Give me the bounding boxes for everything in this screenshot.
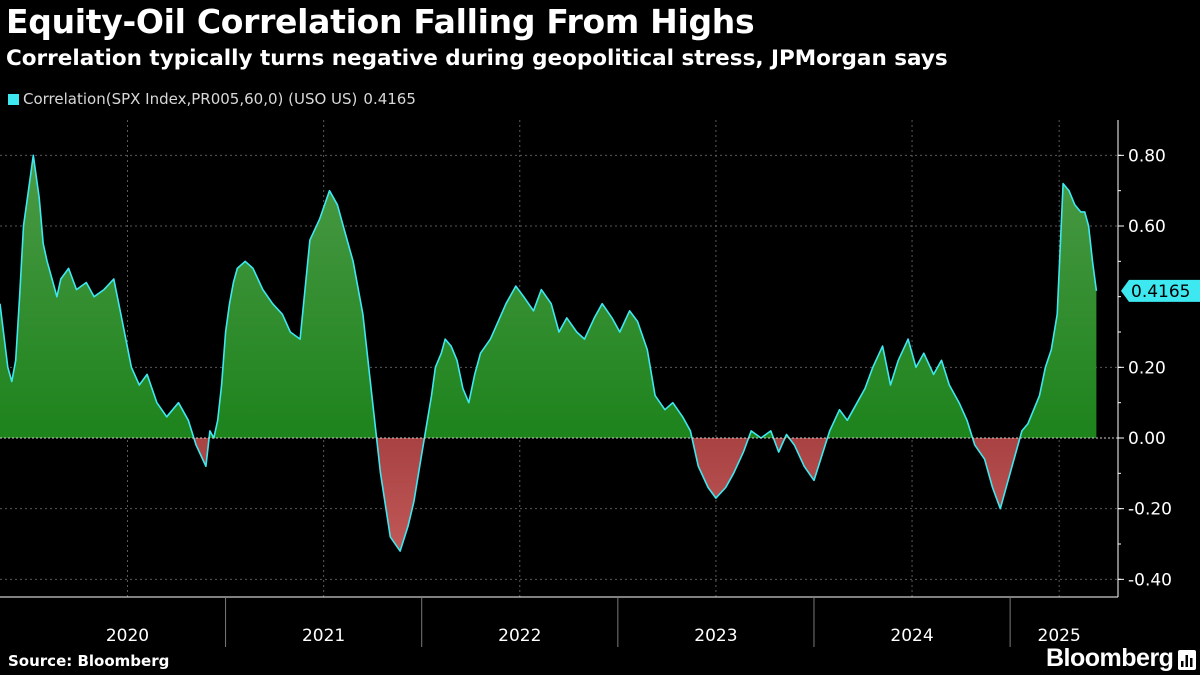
positive-area bbox=[0, 155, 1097, 438]
bloomberg-chart-icon bbox=[1178, 650, 1196, 670]
legend-value: 0.4165 bbox=[363, 90, 416, 108]
x-tick-label: 2021 bbox=[302, 626, 345, 646]
last-value-marker bbox=[1121, 279, 1200, 302]
y-tick-label: -0.20 bbox=[1128, 500, 1172, 520]
chart-title: Equity-Oil Correlation Falling From High… bbox=[6, 2, 755, 41]
x-tick-label: 2022 bbox=[498, 626, 541, 646]
source-note: Source: Bloomberg bbox=[8, 652, 170, 670]
y-tick-label: 0.20 bbox=[1128, 358, 1166, 378]
y-tick-label: 0.00 bbox=[1128, 429, 1166, 449]
x-tick-label: 2024 bbox=[890, 626, 933, 646]
y-tick-label: 0.60 bbox=[1128, 217, 1166, 237]
correlation-line bbox=[0, 154, 1098, 552]
y-tick-label: 0.80 bbox=[1128, 146, 1166, 166]
negative-area bbox=[0, 438, 1097, 552]
x-tick-label: 2023 bbox=[694, 626, 737, 646]
last-value-label: 0.4165 bbox=[1131, 282, 1190, 302]
last-value-callout: 0.4165 bbox=[1121, 279, 1200, 302]
legend-label: Correlation(SPX Index,PR005,60,0) (USO U… bbox=[23, 90, 358, 108]
legend: Correlation(SPX Index,PR005,60,0) (USO U… bbox=[8, 90, 416, 108]
legend-swatch bbox=[8, 93, 19, 105]
bloomberg-logo: Bloomberg bbox=[1046, 644, 1174, 672]
x-tick-label: 2025 bbox=[1038, 626, 1081, 646]
y-tick-label: -0.40 bbox=[1128, 570, 1172, 590]
chart-subtitle: Correlation typically turns negative dur… bbox=[6, 46, 948, 71]
x-tick-label: 2020 bbox=[106, 626, 149, 646]
